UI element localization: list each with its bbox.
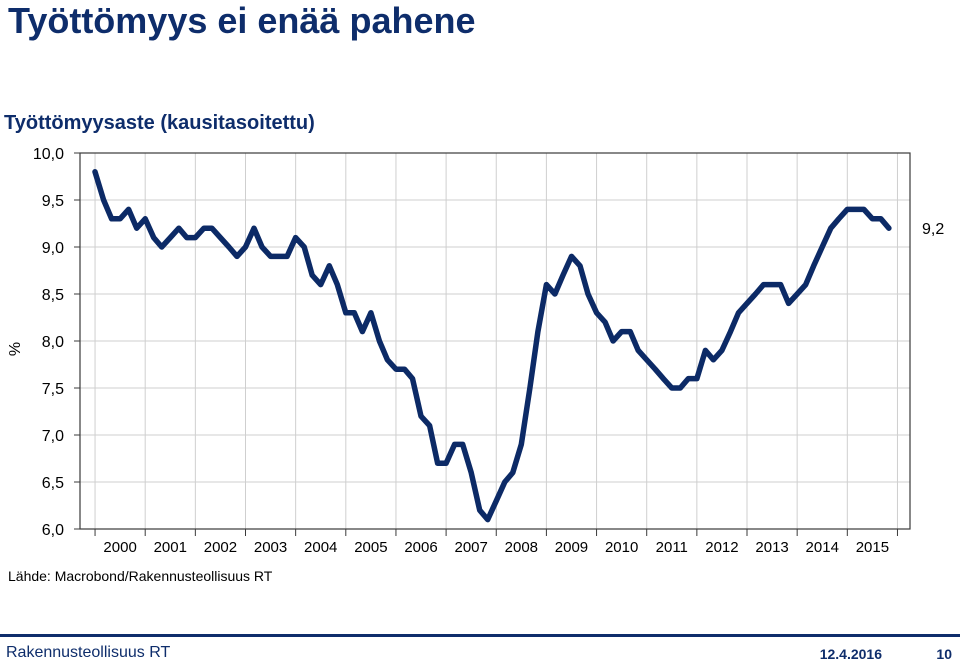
- x-tick-label: 2009: [555, 539, 588, 556]
- chart-title: Työttömyysaste (kausitasoitettu): [4, 112, 315, 134]
- y-axis: 6,0 6,5 7,0 7,5 8,0 8,5 9,0 9,5 10,0: [33, 146, 80, 539]
- footer-divider: [0, 634, 960, 637]
- x-tick-label: 2001: [154, 539, 187, 556]
- y-tick-label: 8,0: [42, 334, 64, 351]
- y-tick-label: 7,5: [42, 381, 64, 398]
- y-tick-label: 9,0: [42, 240, 64, 257]
- x-axis: 2000 2001 2002 2003 2004 2005 2006 2007 2008 2009…: [94, 529, 898, 556]
- x-tick-label: 2000: [103, 539, 136, 556]
- y-tick-label: 10,0: [33, 146, 64, 163]
- series-line: [92, 169, 892, 523]
- x-tick-label: 2003: [254, 539, 287, 556]
- grid: [80, 152, 910, 530]
- source-note: Lähde: Macrobond/Rakennusteollisuus RT: [8, 568, 273, 584]
- x-tick-label: 2007: [454, 539, 487, 556]
- y-tick-label: 9,5: [42, 193, 64, 210]
- footer-page-number: 10: [936, 646, 952, 662]
- x-tick-label: 2013: [755, 539, 788, 556]
- slide-title: Työttömyys ei enää pahene: [8, 0, 476, 41]
- x-tick-label: 2012: [705, 539, 738, 556]
- x-tick-label: 2011: [656, 539, 688, 556]
- y-tick-label: 6,5: [42, 475, 64, 492]
- x-tick-label: 2015: [856, 539, 889, 556]
- x-tick-label: 2006: [404, 539, 437, 556]
- x-tick-label: 2005: [354, 539, 387, 556]
- x-tick-label: 2004: [304, 539, 337, 556]
- x-tick-label: 2008: [505, 539, 538, 556]
- y-axis-label: %: [7, 342, 24, 356]
- y-tick-label: 8,5: [42, 287, 64, 304]
- x-tick-label: 2014: [806, 539, 839, 556]
- x-tick-label: 2002: [204, 539, 237, 556]
- footer-organization: Rakennusteollisuus RT: [6, 644, 171, 661]
- x-tick-label: 2010: [605, 539, 638, 556]
- y-tick-label: 7,0: [42, 428, 64, 445]
- last-value-label: 9,2: [922, 221, 944, 238]
- y-tick-label: 6,0: [42, 522, 64, 539]
- footer-date: 12.4.2016: [819, 646, 882, 662]
